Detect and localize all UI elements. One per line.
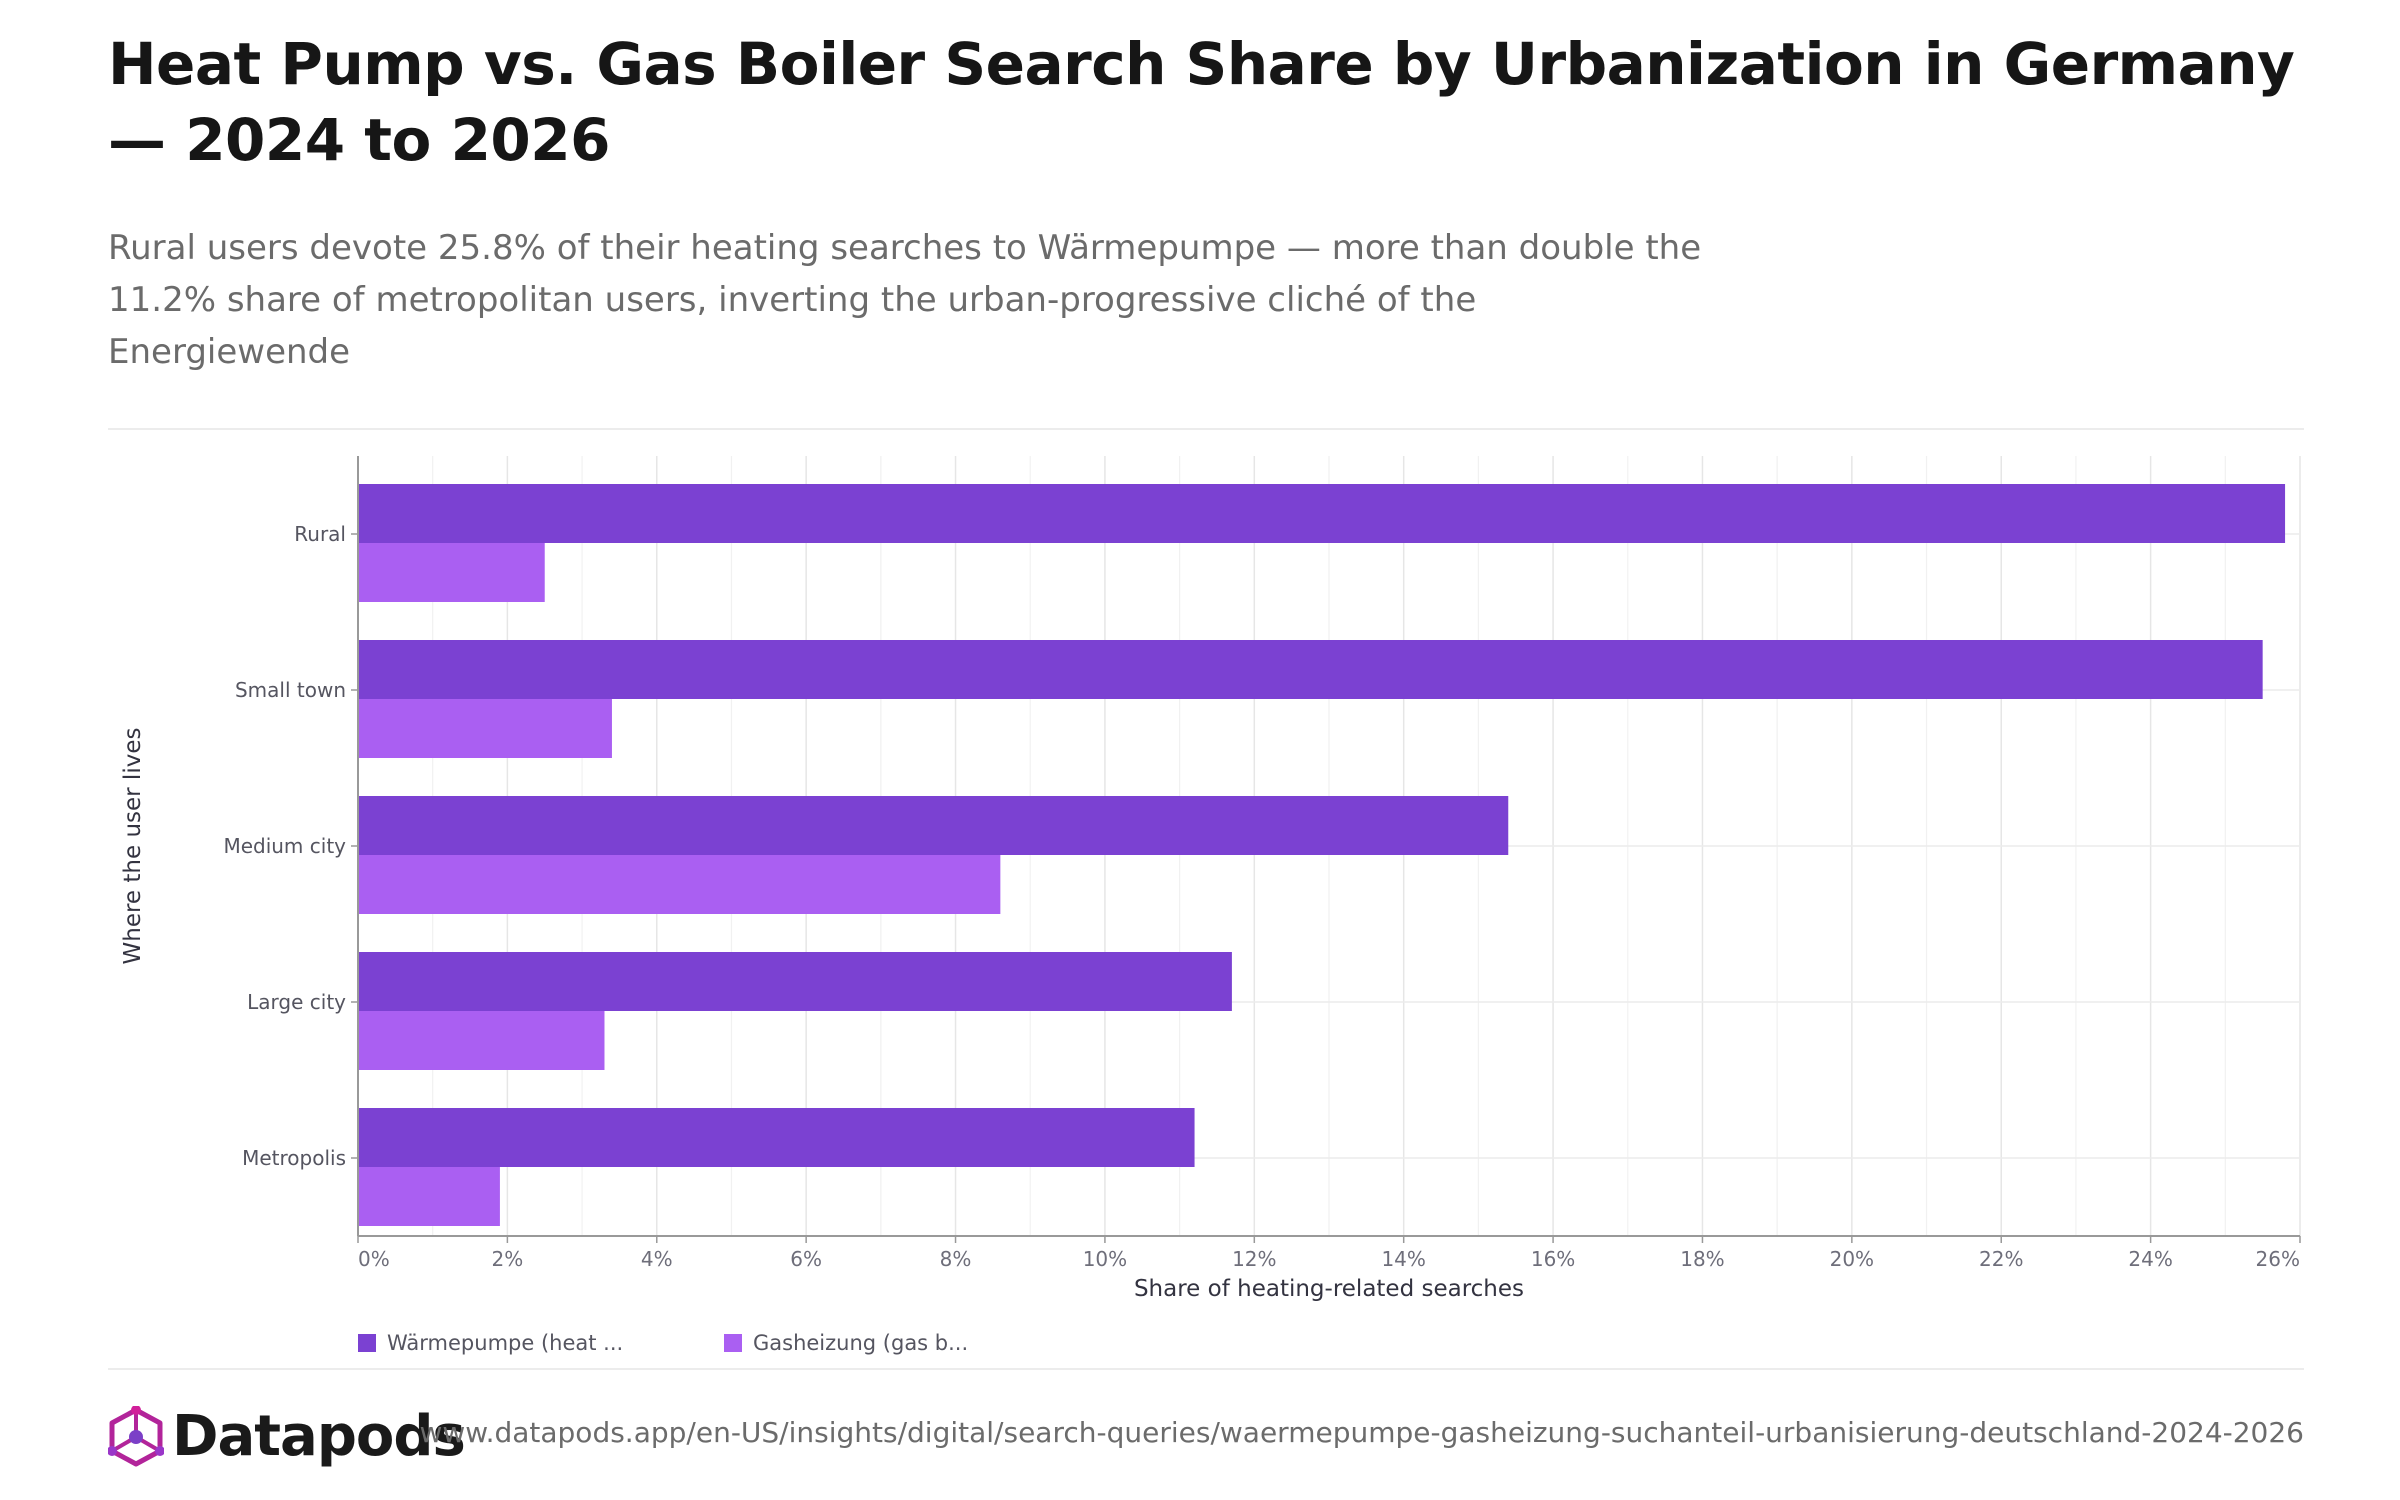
x-tick-label: 14%: [1381, 1247, 1425, 1271]
x-tick-label: 2%: [492, 1247, 524, 1271]
x-tick-label: 18%: [1680, 1247, 1724, 1271]
category-label: Rural: [294, 522, 346, 546]
legend-swatch-warmepumpe: [358, 1334, 376, 1352]
legend-swatch-gasheizung: [724, 1334, 742, 1352]
x-tick-label: 16%: [1531, 1247, 1575, 1271]
y-axis-title: Where the user lives: [120, 728, 146, 965]
x-tick-label: 12%: [1232, 1247, 1276, 1271]
source-url[interactable]: www.datapods.app/en-US/insights/digital/…: [419, 1416, 2304, 1449]
bar-gasheizung-metropolis[interactable]: [358, 1167, 500, 1226]
x-tick-label: 26%: [2256, 1247, 2300, 1271]
x-axis-title: Share of heating-related searches: [1134, 1276, 1524, 1302]
top-divider: [108, 428, 2304, 430]
legend-label-gasheizung: Gasheizung (gas b...: [753, 1331, 969, 1355]
axes: Rural Small town Medium city Large city Metr…: [223, 456, 2301, 1271]
x-tick-label: 20%: [1830, 1247, 1874, 1271]
category-label: Small town: [235, 678, 346, 702]
x-tick-label: 0%: [358, 1247, 390, 1271]
category-label: Large city: [247, 990, 346, 1014]
chart-subtitle: Rural users devote 25.8% of their heatin…: [108, 228, 1702, 372]
bar-warmepumpe-metropolis[interactable]: [358, 1108, 1195, 1167]
legend-item-warmepumpe[interactable]: Wärmepumpe (heat ...: [358, 1328, 623, 1358]
x-tick-label: 22%: [1979, 1247, 2023, 1271]
category-label: Metropolis: [242, 1146, 346, 1170]
x-tick-label: 6%: [790, 1247, 822, 1271]
datapods-logo[interactable]: Datapods: [108, 1404, 466, 1469]
x-tick-label: 24%: [2128, 1247, 2172, 1271]
x-tick-label: 10%: [1083, 1247, 1127, 1271]
x-tick-label: 4%: [641, 1247, 673, 1271]
bar-gasheizung-large-city[interactable]: [358, 1011, 605, 1070]
chart-title: Heat Pump vs. Gas Boiler Search Share by…: [108, 30, 2295, 174]
bar-warmepumpe-medium-city[interactable]: [358, 796, 1509, 855]
bottom-divider: [108, 1368, 2304, 1370]
bar-chart: Rural Small town Medium city Large city Metr…: [120, 456, 2301, 1302]
bars: [358, 484, 2286, 1226]
datapods-logo-icon: [108, 1405, 164, 1466]
category-label: Medium city: [223, 834, 346, 858]
legend-item-gasheizung[interactable]: Gasheizung (gas b...: [724, 1328, 968, 1358]
bar-warmepumpe-rural[interactable]: [358, 484, 2286, 543]
bar-warmepumpe-small-town[interactable]: [358, 640, 2263, 699]
x-tick-label: 8%: [940, 1247, 972, 1271]
bar-gasheizung-medium-city[interactable]: [358, 855, 1001, 914]
brand-name: Datapods: [172, 1404, 466, 1469]
bar-warmepumpe-large-city[interactable]: [358, 952, 1232, 1011]
legend-label-warmepumpe: Wärmepumpe (heat ...: [387, 1331, 624, 1355]
bar-gasheizung-small-town[interactable]: [358, 699, 612, 758]
bar-gasheizung-rural[interactable]: [358, 543, 545, 602]
